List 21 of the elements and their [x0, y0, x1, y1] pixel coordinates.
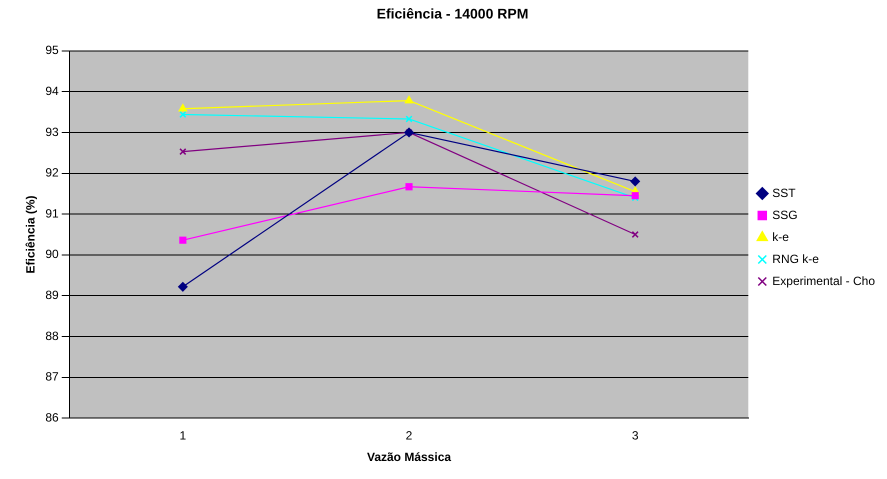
chart-title: Eficiência - 14000 RPM — [376, 5, 528, 22]
y-tick-label: 89 — [45, 288, 60, 302]
legend-label: SSG — [772, 208, 798, 222]
y-tick-label: 87 — [45, 370, 60, 384]
legend-label: Experimental - Cho — [772, 274, 876, 288]
y-axis-title: Eficiência (%) — [24, 195, 38, 274]
x-tick-label: 2 — [406, 428, 413, 443]
x-axis-title: Vazão Mássica — [366, 450, 452, 464]
legend-label: SST — [772, 186, 796, 200]
y-tick-label: 93 — [45, 124, 60, 139]
y-tick-label: 92 — [45, 166, 60, 180]
y-tick-label: 88 — [45, 328, 60, 343]
y-tick-label: 95 — [45, 43, 60, 58]
y-tick-label: 90 — [45, 247, 60, 262]
x-tick-label: 1 — [179, 428, 186, 443]
y-tick-label: 86 — [45, 410, 60, 425]
legend-label: RNG k-e — [772, 252, 820, 266]
legend-label: k-e — [772, 230, 790, 244]
y-tick-label: 91 — [45, 206, 60, 220]
y-tick-label: 94 — [45, 84, 60, 98]
x-tick-label: 3 — [632, 428, 639, 443]
